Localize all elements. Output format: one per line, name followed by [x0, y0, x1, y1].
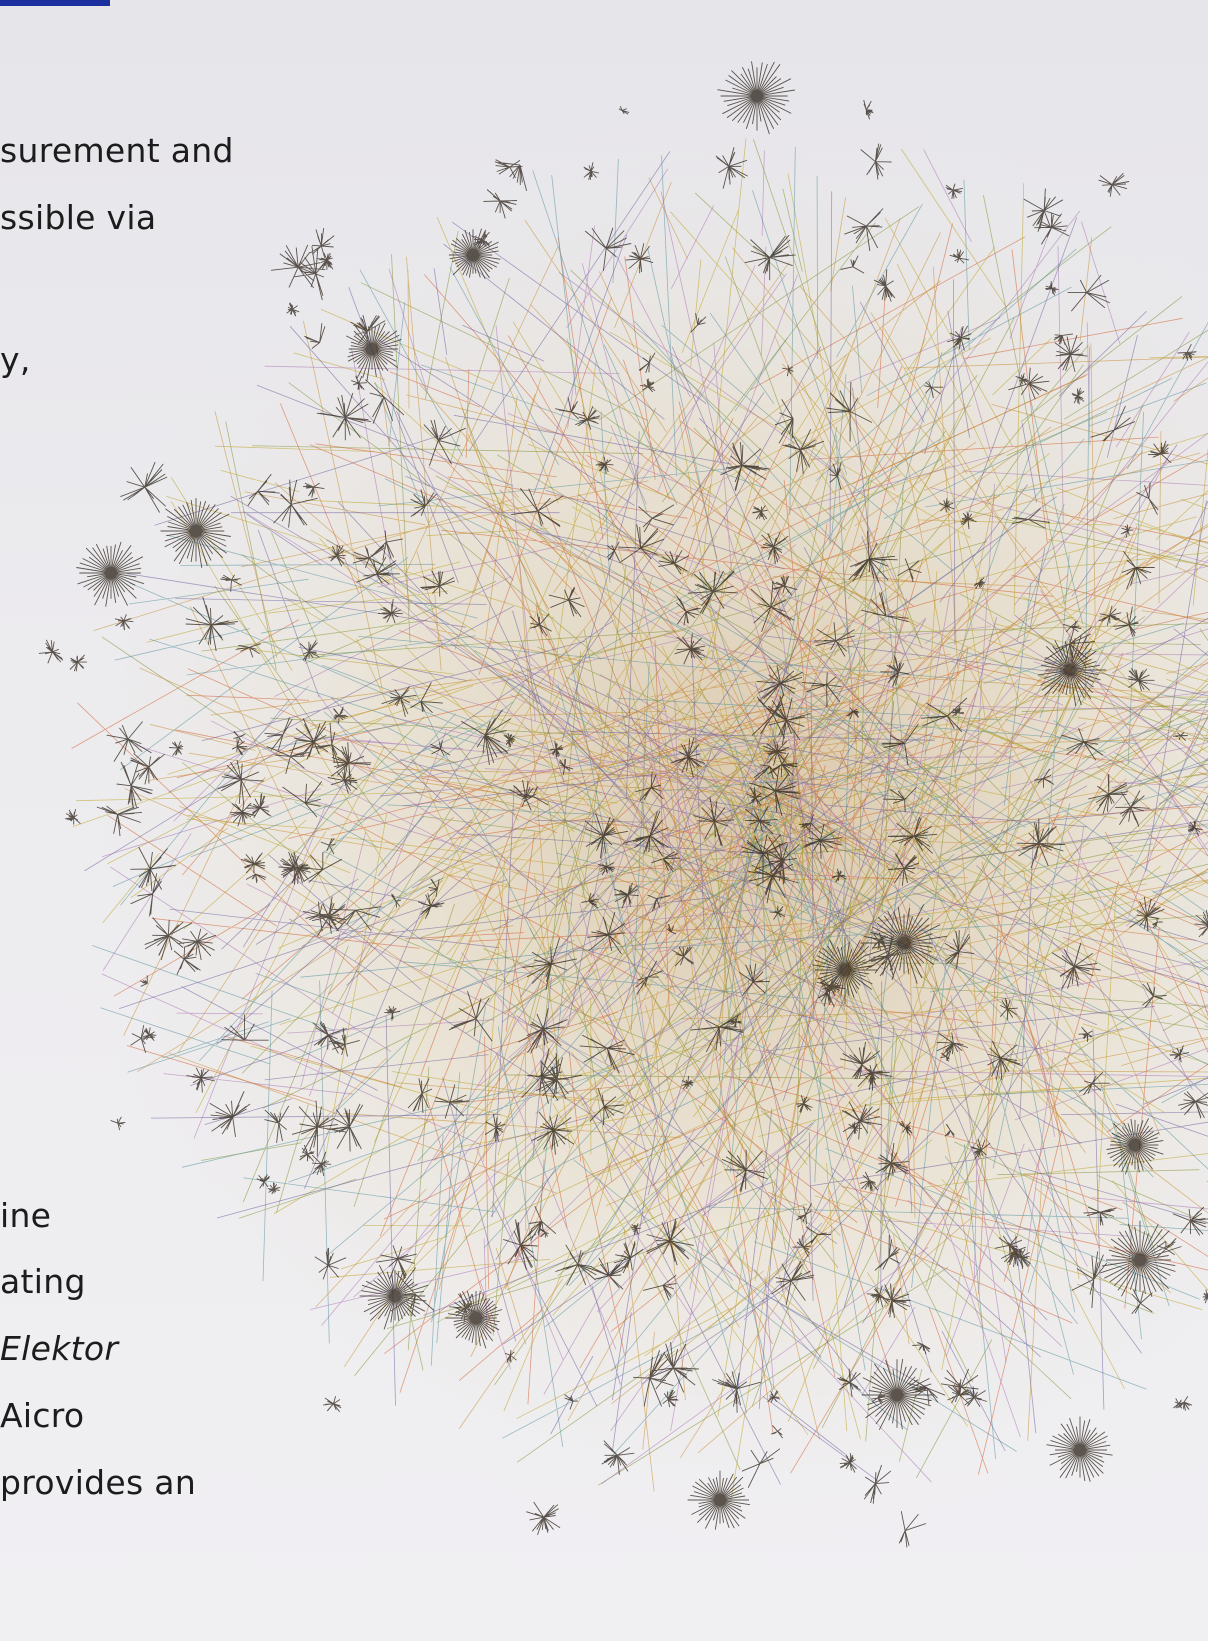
network-strands	[38, 61, 1208, 1548]
text-line-italic: Elektor	[0, 1329, 119, 1368]
text-line: ine	[0, 1196, 52, 1235]
network-strands	[92, 146, 1208, 1464]
network-strands	[93, 177, 1208, 1492]
text-line: ssible via	[0, 198, 157, 237]
text-line: provides an	[0, 1463, 197, 1502]
text-line: surement and	[0, 131, 234, 170]
text-line: ating	[0, 1262, 86, 1301]
network-strands	[101, 149, 1208, 1485]
network-strands	[84, 151, 1208, 1485]
text-line: y,	[0, 340, 31, 379]
top-accent-rule	[0, 0, 110, 6]
text-line: Aicro	[0, 1396, 85, 1435]
